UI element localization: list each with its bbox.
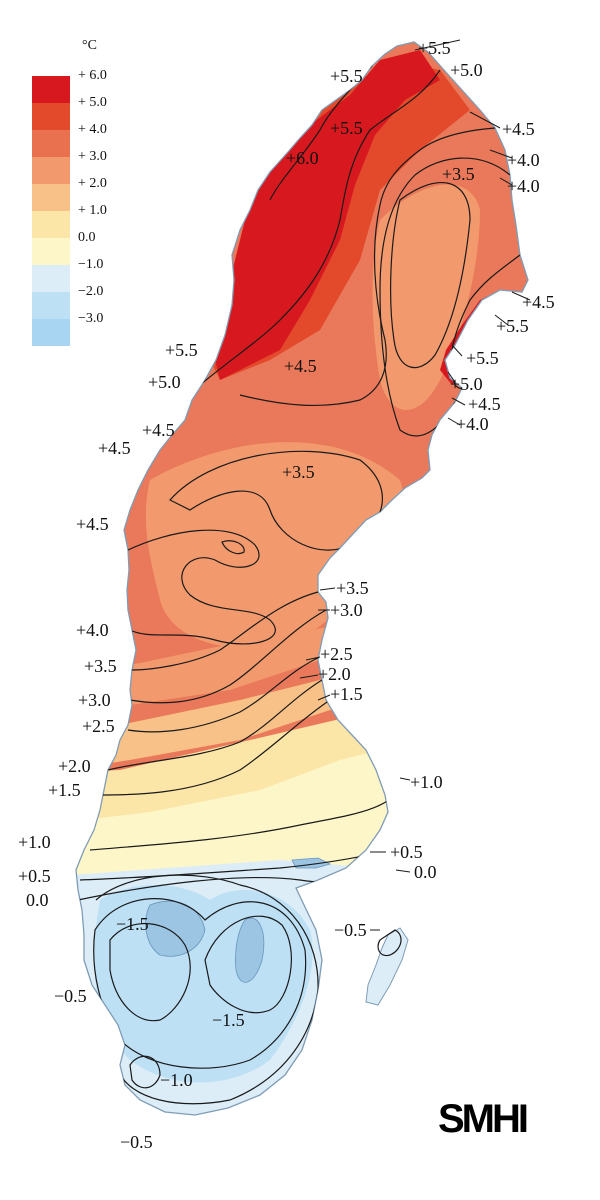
iso-label: +0.5: [390, 842, 423, 862]
isoline-1-5: [99, 699, 331, 796]
zone-south-cold: [76, 860, 528, 1115]
iso-label: +3.5: [442, 164, 475, 184]
legend-label: −1.0: [78, 257, 104, 272]
iso-label: 0.0: [414, 862, 437, 882]
isoline-neg0-5-west: [95, 874, 319, 1105]
iso-label: −1.5: [116, 914, 149, 934]
iso-label: +4.0: [507, 176, 540, 196]
isoline-5-0-north: [199, 69, 441, 386]
iso-label: +1.0: [18, 832, 51, 852]
legend-label: −3.0: [78, 311, 104, 326]
legend-label: + 5.0: [78, 95, 107, 110]
iso-label: +4.5: [142, 420, 175, 440]
iso-label: +4.0: [456, 414, 489, 434]
legend-label: + 6.0: [78, 68, 107, 83]
iso-label: +4.5: [502, 119, 535, 139]
iso-label: +5.5: [330, 66, 363, 86]
isoline-4-5-north: [239, 127, 496, 407]
iso-label: +3.5: [336, 578, 369, 598]
isoline-neg1-5-left: [109, 922, 191, 1022]
isoline-labels: +5.5 +5.5 +5.0 +4.5 +5.5 +6.0 +4.0 +3.5 …: [18, 38, 555, 1152]
isoline-2-5: [127, 655, 323, 733]
legend-swatch: [32, 238, 70, 265]
label-leaders: [299, 39, 531, 931]
legend-label: + 3.0: [78, 149, 107, 164]
iso-label: +5.0: [148, 372, 181, 392]
legend-swatch: [32, 157, 70, 184]
isoline-3-5-east: [390, 182, 471, 369]
iso-label: +2.0: [58, 756, 91, 776]
iso-label: −0.5: [54, 986, 87, 1006]
iso-label: +5.0: [450, 60, 483, 80]
isoline-4-0-east: [379, 157, 511, 437]
iso-label: −1.0: [160, 1070, 193, 1090]
legend-label: + 1.0: [78, 203, 107, 218]
isoline-2-0: [107, 679, 323, 771]
iso-label: +4.5: [98, 438, 131, 458]
zone-north-plus6: [210, 50, 440, 380]
zone-mid-warm: [145, 442, 404, 648]
iso-label: −0.5: [120, 1132, 153, 1152]
iso-label: +5.5: [165, 340, 198, 360]
iso-label: +2.5: [320, 644, 353, 664]
iso-label: +2.5: [82, 716, 115, 736]
iso-label: −1.5: [212, 1010, 245, 1030]
iso-label: +5.0: [450, 374, 483, 394]
iso-label: 0.0: [26, 890, 49, 910]
smhi-logo: SMHI: [438, 1097, 527, 1141]
legend-swatch: [32, 211, 70, 238]
iso-label: +4.5: [284, 356, 317, 376]
iso-label: +6.0: [286, 148, 319, 168]
gotland-island: [365, 927, 409, 1006]
legend-label: 0.0: [78, 230, 96, 245]
legend-label: + 2.0: [78, 176, 107, 191]
isoline-gotland: [377, 929, 402, 957]
iso-label: +4.0: [76, 620, 109, 640]
iso-label: +3.0: [78, 690, 111, 710]
iso-label: +5.5: [418, 38, 451, 58]
isoline-0-5: [79, 849, 391, 881]
legend-swatch: [32, 319, 70, 346]
isoline-4-5-lake: [221, 540, 245, 555]
isoline-3-5-south: [131, 589, 327, 671]
legend-swatch: [32, 76, 70, 103]
iso-label: +1.5: [330, 684, 363, 704]
isoline-3-0: [129, 609, 327, 704]
legend-label: + 4.0: [78, 122, 107, 137]
iso-label: +5.5: [330, 118, 363, 138]
iso-label: +0.5: [18, 866, 51, 886]
legend-swatch: [32, 265, 70, 292]
iso-label: +4.5: [468, 394, 501, 414]
iso-label: +4.5: [522, 292, 555, 312]
legend-swatch: [32, 103, 70, 130]
iso-label: +3.5: [84, 656, 117, 676]
isoline-neg1-5-right: [204, 915, 292, 1014]
iso-label: +3.5: [282, 462, 315, 482]
legend-swatch: [32, 292, 70, 319]
legend-swatch: [32, 184, 70, 211]
lake-vattern: [235, 917, 265, 983]
iso-label: +5.5: [496, 316, 529, 336]
isoline-5-0-coast: [450, 254, 521, 389]
iso-label: +3.0: [330, 600, 363, 620]
legend-label: −2.0: [78, 284, 104, 299]
legend-unit: °C: [82, 38, 97, 53]
iso-label: +4.5: [76, 514, 109, 534]
isoline-4-5-mid: [127, 529, 276, 645]
iso-label: +4.0: [507, 150, 540, 170]
zone-east-plus4: [372, 184, 480, 410]
iso-label: +1.5: [48, 780, 81, 800]
iso-label: +2.0: [318, 664, 351, 684]
iso-label: +1.0: [410, 772, 443, 792]
iso-label: +5.5: [466, 348, 499, 368]
isolines: [77, 65, 521, 1105]
legend-swatch: [32, 130, 70, 157]
temperature-legend: °C + 6.0 + 5.0 + 4.0 + 3.0 + 2.0 + 1.0 0.0 −1.0…: [32, 38, 152, 346]
iso-label: −0.5: [334, 920, 367, 940]
isoline-neg1-0: [129, 1055, 161, 1089]
